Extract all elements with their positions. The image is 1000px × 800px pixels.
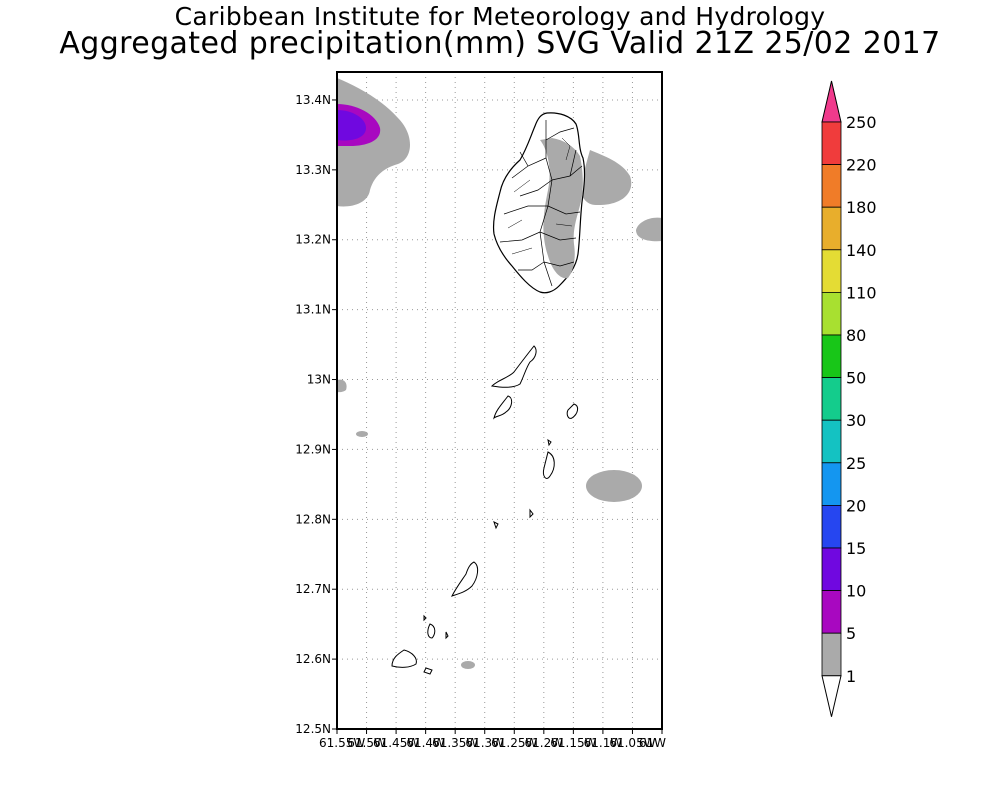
map-panel: 13.4N 13.3N 13.2N 13.1N 13N 12.9N 12.8N 12.7N 12… [295,71,666,750]
colorbar-label: 20 [846,496,866,515]
colorbar-label: 5 [846,624,856,643]
colorbar-segment [821,206,842,251]
colorbar-label: 220 [846,156,877,175]
lon-tick-label: 61.35W [432,736,478,750]
colorbar-segment [821,547,842,591]
lon-tick-label: 61.25W [491,736,537,750]
colorbar: 250 220 180 140 110 80 50 30 25 20 15 10 5 1 [821,80,877,717]
lon-tick-label: 61.4W [406,736,445,750]
colorbar-segment [821,334,842,378]
lat-tick-label: 12.8N [295,512,331,526]
colorbar-label: 50 [846,369,866,388]
colorbar-label: 180 [846,198,877,217]
longitude-tick-labels: 61.55W61.5W61.45W61.4W61.35W61.3W61.25W6… [319,729,666,750]
island-st-vincent [492,112,586,294]
lon-tick-label: 61.5W [347,736,386,750]
latitude-tick-labels: 13.4N 13.3N 13.2N 13.1N 13N 12.9N 12.8N 12.7N 12… [295,93,337,736]
colorbar-segment [821,291,842,336]
lon-tick-label: 61.05W [609,736,655,750]
colorbar-label: 25 [846,454,866,473]
title-line-2: Aggregated precipitation(mm) SVG Valid 2… [59,26,941,61]
colorbar-segment [821,504,842,549]
colorbar-label: 10 [846,582,866,601]
lon-tick-label: 61.55W [319,736,365,750]
colorbar-label: 250 [846,113,877,132]
lon-tick-label: 61.1W [584,736,623,750]
lat-tick-label: 12.9N [295,442,331,456]
colorbar-label: 140 [846,241,877,260]
lat-tick-label: 12.5N [295,722,331,736]
lon-tick-label: 61.15W [550,736,596,750]
colorbar-label: 110 [846,283,877,302]
lat-tick-label: 12.6N [295,652,331,666]
colorbar-segment [821,121,842,165]
colorbar-label: 30 [846,411,866,430]
islands-grenadines [391,345,579,675]
lat-tick-label: 13.1N [295,303,331,317]
colorbar-labels: 250 220 180 140 110 80 50 30 25 20 15 10 5 1 [846,113,877,686]
lon-tick-label: 61W [639,736,666,750]
colorbar-segments [821,80,842,717]
colorbar-segment [821,377,842,421]
colorbar-top-arrow [821,80,842,123]
lon-tick-label: 61.3W [465,736,504,750]
colorbar-segment [821,632,842,677]
colorbar-label: 1 [846,667,856,686]
colorbar-bottom-arrow [821,675,842,717]
lat-tick-label: 13.4N [295,93,331,107]
colorbar-segment [821,419,842,464]
colorbar-segment [821,462,842,506]
lon-tick-label: 61.45W [373,736,419,750]
lat-tick-label: 13.3N [295,163,331,177]
lat-tick-label: 13.2N [295,233,331,247]
precip-shading-10-15mm [337,110,366,141]
lon-tick-label: 61.2W [525,736,564,750]
colorbar-segment [821,164,842,208]
colorbar-label: 15 [846,539,866,558]
lat-tick-label: 13N [307,373,331,387]
colorbar-label: 80 [846,326,866,345]
colorbar-segment [821,590,842,634]
lat-tick-label: 12.7N [295,582,331,596]
map-frame [336,71,663,730]
colorbar-segment [821,249,842,293]
title-line-1: Caribbean Institute for Meteorology and … [174,2,826,31]
